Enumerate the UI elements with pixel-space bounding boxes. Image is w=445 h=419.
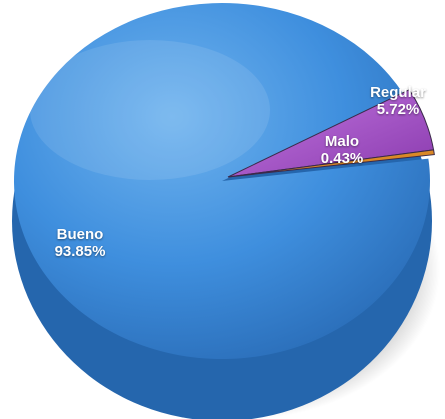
slice-label-regular: Regular 5.72% (370, 84, 426, 118)
slice-value-regular: 5.72% (376, 101, 420, 118)
pie-highlight (30, 40, 270, 180)
slice-name-bueno: Bueno (56, 226, 104, 243)
slice-label-malo: Malo 0.43% (321, 133, 364, 167)
slice-name-malo: Malo (324, 133, 360, 150)
slice-bueno (13, 3, 430, 360)
slice-value-malo: 0.43% (320, 150, 364, 167)
slice-name-regular: Regular (370, 84, 426, 101)
slice-label-bueno: Bueno 93.85% (55, 226, 106, 260)
slice-malo (227, 149, 435, 178)
slice-value-bueno: 93.85% (54, 243, 106, 260)
